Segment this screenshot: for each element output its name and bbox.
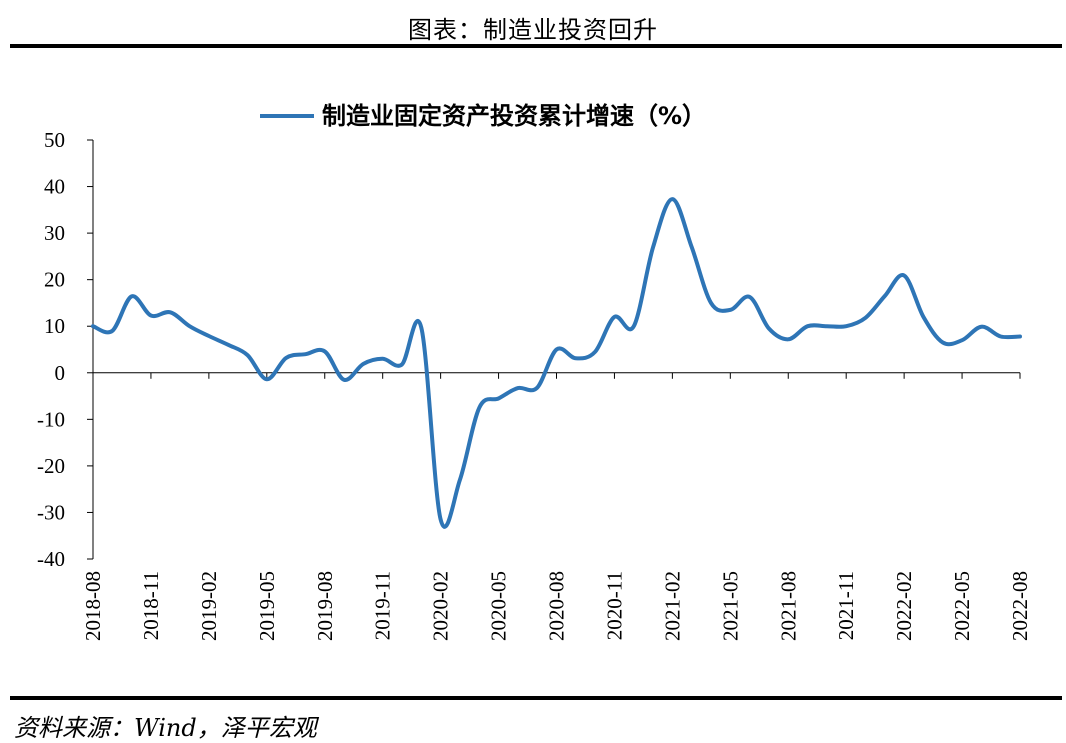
x-tick-label: 2019-05 [255, 571, 279, 641]
x-tick-label: 2021-11 [834, 571, 858, 640]
legend-label: 制造业固定资产投资累计增速（%） [322, 102, 706, 130]
x-tick-label: 2021-05 [718, 571, 742, 641]
x-tick-label: 2022-05 [950, 571, 974, 641]
x-tick-label: 2019-11 [371, 571, 395, 640]
x-tick-label: 2022-08 [1008, 571, 1032, 641]
y-tick-label: 0 [55, 361, 66, 385]
x-tick-label: 2018-11 [139, 571, 163, 640]
y-tick-label: 40 [44, 175, 65, 199]
y-tick-label: 30 [44, 221, 65, 245]
top-rule [10, 44, 1062, 48]
x-tick-label: 2019-02 [197, 571, 221, 641]
x-tick-label: 2020-11 [602, 571, 626, 640]
x-tick-label: 2020-02 [429, 571, 453, 641]
chart-series [91, 197, 1022, 529]
y-tick-label: -10 [37, 407, 65, 431]
y-tick-label: -20 [37, 454, 65, 478]
y-tick-label: 10 [44, 314, 65, 338]
x-tick-label: 2018-08 [81, 571, 105, 641]
source-note: 资料来源：Wind，泽平宏观 [14, 714, 317, 742]
y-tick-label: 20 [44, 268, 65, 292]
chart-axes: -40 -30 -20 -10 0 10 20 30 40 50 2018-08 2018-11 201… [37, 128, 1032, 641]
bottom-rule [10, 696, 1062, 700]
y-tick-label: 50 [44, 128, 65, 152]
x-tick-label: 2022-02 [892, 571, 916, 641]
y-tick-label: -40 [37, 547, 65, 571]
x-tick-label: 2020-08 [545, 571, 569, 641]
x-tick-label: 2021-02 [660, 571, 684, 641]
series-line [91, 197, 1022, 529]
x-tick-label: 2020-05 [487, 571, 511, 641]
x-tick-label: 2021-08 [776, 571, 800, 641]
chart-legend: 制造业固定资产投资累计增速（%） [260, 102, 706, 130]
figure-title: 图表：制造业投资回升 [408, 16, 658, 44]
y-tick-label: -30 [37, 500, 65, 524]
x-tick-label: 2019-08 [313, 571, 337, 641]
